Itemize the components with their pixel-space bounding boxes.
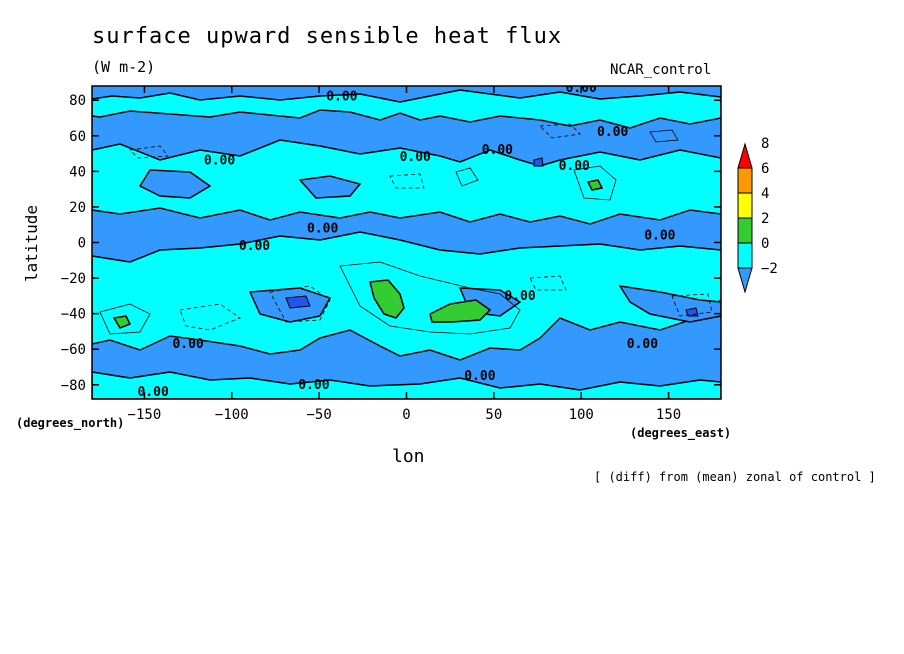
colorbar-label: 8 [761, 136, 769, 152]
contour-label: 0.00 [172, 337, 203, 352]
dashed-contour-6 [671, 293, 713, 317]
x-tick-label: −150 [128, 407, 162, 423]
contour-label: 0.00 [326, 90, 357, 105]
chart-title: surface upward sensible heat flux [92, 24, 563, 49]
chart-units: (W m-2) [92, 58, 156, 76]
y-tick-label: 0 [78, 236, 86, 252]
y-tick-label: −60 [61, 342, 86, 358]
dashed-contour-1 [269, 285, 331, 323]
x-tick-label: 100 [569, 407, 594, 423]
x-tick-label: 0 [402, 407, 410, 423]
contour-label: 0.00 [482, 143, 513, 158]
x-tick-label: 150 [656, 407, 681, 423]
x-tick-label: −100 [215, 407, 249, 423]
dashed-contours [129, 123, 713, 331]
contour-label: 0.00 [464, 369, 495, 384]
contour-label: 0.00 [239, 239, 270, 254]
x-axis: −150 −100 −50 0 50 100 150 [128, 86, 681, 423]
dataset-label: NCAR_control [610, 62, 712, 78]
colorbar-segment [737, 217, 753, 244]
chart-note: [ (diff) from (mean) zonal of control ] [594, 470, 876, 484]
contour-label: 0.00 [559, 159, 590, 174]
colorbar-label: −2 [761, 261, 778, 277]
contour-label: 0.00 [597, 125, 628, 140]
dashed-contour-5 [529, 275, 567, 291]
colorbar-label: 6 [761, 161, 769, 177]
green-patch-3 [112, 315, 132, 329]
darkblue-patch-1 [285, 295, 311, 309]
plot-area: 0.00 0.00 0.00 0.00 0.00 0.00 0.00 0.00 0.00 0.00… [92, 86, 721, 400]
colorbar: −2 0 2 4 6 8 [737, 136, 778, 294]
y-axis-units: (degrees_north) [16, 416, 125, 430]
green-patch-1 [369, 279, 405, 319]
x-axis-units: (degrees_east) [630, 426, 732, 440]
y-axis-label: latitude [22, 204, 41, 282]
colorbar-label: 2 [761, 211, 769, 227]
green-patch-2 [429, 299, 492, 323]
darkblue-patch-2 [533, 157, 544, 167]
thin-contour-4 [455, 167, 479, 187]
colorbar-segment [737, 192, 753, 219]
contour-label: 0.00 [298, 378, 329, 393]
contour-label: 0.00 [504, 289, 535, 304]
contour-label: 0.00 [204, 154, 235, 169]
contour-label: 0.00 [137, 385, 168, 400]
green-patches [112, 179, 604, 329]
y-axis: 80 60 40 20 0 −20 −40 −60 −80 [61, 93, 721, 394]
cyan-region-south [92, 231, 721, 361]
thin-contour-3 [573, 165, 617, 201]
contour-label: 0.00 [627, 337, 658, 352]
colorbar-segment [737, 242, 753, 269]
y-tick-label: 60 [69, 129, 86, 145]
thin-contour-1 [339, 261, 521, 335]
thin-contour-5 [649, 129, 679, 143]
x-axis-label: lon [392, 446, 425, 467]
y-tick-label: −40 [61, 307, 86, 323]
colorbar-top-arrow [737, 142, 753, 169]
y-tick-label: −20 [61, 271, 86, 287]
y-tick-label: 40 [69, 164, 86, 180]
dashed-contour-3 [539, 123, 581, 139]
cyan-region-midnorth [92, 139, 721, 225]
green-patch-4 [586, 179, 604, 191]
y-tick-label: 20 [69, 200, 86, 216]
colorbar-label: 4 [761, 186, 769, 202]
colorbar-segment [737, 167, 753, 194]
dashed-contour-7 [129, 145, 169, 159]
blue-patch-1 [138, 169, 212, 199]
contour-label: 0.00 [400, 150, 431, 165]
cyan-region-north [92, 89, 721, 129]
thin-contour-2 [99, 303, 151, 335]
x-tick-label: 50 [485, 407, 502, 423]
cyan-region-antarctic [92, 371, 721, 399]
blue-patch-2 [298, 175, 362, 199]
contour-label: 0.00 [644, 228, 675, 243]
dashed-contour-4 [389, 173, 425, 189]
colorbar-bottom-arrow [737, 267, 753, 294]
y-tick-label: −80 [61, 378, 86, 394]
thin-contours [99, 129, 679, 335]
colorbar-label: 0 [761, 236, 769, 252]
y-tick-label: 80 [69, 93, 86, 109]
contour-label: 0.00 [307, 221, 338, 236]
x-tick-label: −50 [306, 407, 331, 423]
cyan-regions [92, 89, 721, 399]
